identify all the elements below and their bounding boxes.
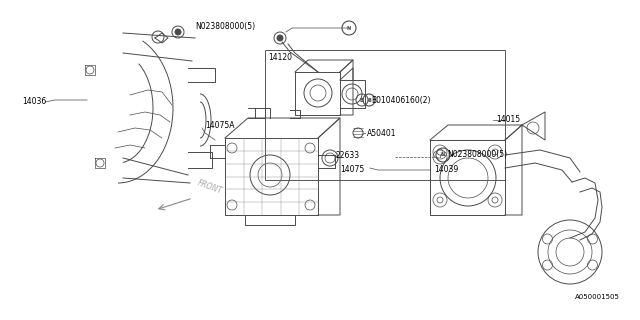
Text: 14075A: 14075A [205,121,234,130]
Text: FRONT: FRONT [196,179,223,196]
Bar [265,50,505,180]
Text: 14039: 14039 [434,165,458,174]
Text: B010406160(2): B010406160(2) [371,97,431,106]
Circle shape [277,35,283,41]
Text: 14015: 14015 [496,116,520,124]
Text: B: B [367,98,371,102]
Text: A50401: A50401 [367,129,397,138]
Text: N023808000(5): N023808000(5) [195,21,255,30]
Text: 14120: 14120 [268,52,292,61]
Text: N: N [441,153,445,157]
Circle shape [175,29,181,35]
Text: N023808000(5): N023808000(5) [447,150,507,159]
Text: 14075: 14075 [340,165,364,174]
Text: A050001505: A050001505 [575,294,620,300]
Text: N: N [347,26,351,30]
Text: 22633: 22633 [335,150,359,159]
Text: B: B [360,98,364,102]
Text: 14036: 14036 [22,98,46,107]
